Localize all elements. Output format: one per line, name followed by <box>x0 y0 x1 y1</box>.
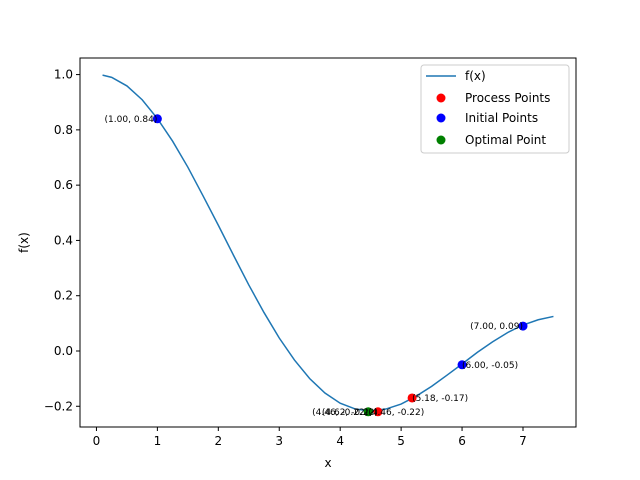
point-process-points-1 <box>407 393 417 403</box>
points-layer <box>152 114 528 417</box>
point-annotation: (7.00, 0.09) <box>470 322 523 332</box>
curve-layer <box>102 74 554 412</box>
x-tick-label: 0 <box>93 434 101 448</box>
x-tick-label: 2 <box>214 434 222 448</box>
x-axis: 0 1 2 3 4 5 6 7 <box>93 427 527 448</box>
legend-swatch-process <box>436 93 446 103</box>
x-axis-label: x <box>324 456 331 470</box>
x-tick-label: 1 <box>154 434 162 448</box>
legend: f(x) Process Points Initial Points Optim… <box>420 64 570 154</box>
point-annotation: (4.46, -0.22) <box>312 408 368 418</box>
series-line-fx <box>102 74 554 412</box>
legend-label-initial: Initial Points <box>465 111 538 125</box>
point-annotation: (4.62, -0.22) <box>322 408 378 418</box>
point-annotation: (6.00, -0.05) <box>462 361 518 371</box>
legend-swatch-optimal <box>436 135 446 145</box>
x-tick-label: 5 <box>397 434 405 448</box>
point-process-points-0 <box>373 407 383 417</box>
y-axis: −0.2 0.0 0.2 0.4 0.6 0.8 1.0 <box>44 68 80 413</box>
point-annotation: (1.00, 0.84) <box>105 115 158 125</box>
point-initial-points-2 <box>518 321 528 331</box>
y-tick-label: 1.0 <box>54 68 73 82</box>
legend-label-optimal: Optimal Point <box>465 133 546 147</box>
point-annotation: (4.46, -0.22) <box>368 408 424 418</box>
y-tick-label: 0.8 <box>54 123 73 137</box>
legend-label-process: Process Points <box>465 91 550 105</box>
x-tick-label: 6 <box>458 434 466 448</box>
annotation-layer: (1.00, 0.84) (6.00, -0.05) (7.00, 0.09) (5.… <box>105 115 523 418</box>
legend-label-fx: f(x) <box>465 69 486 83</box>
legend-swatch-initial <box>436 113 446 123</box>
y-tick-label: 0.0 <box>54 344 73 358</box>
point-initial-points-0 <box>152 114 162 124</box>
x-tick-label: 3 <box>275 434 283 448</box>
point-initial-points-1 <box>457 360 467 370</box>
y-tick-label: 0.6 <box>54 178 73 192</box>
x-tick-label: 4 <box>336 434 344 448</box>
y-axis-label: f(x) <box>17 232 31 253</box>
point-annotation: (5.18, -0.17) <box>412 394 468 404</box>
legend-box <box>420 64 570 154</box>
point-optimal-point-0 <box>363 407 373 417</box>
y-tick-label: 0.4 <box>54 233 73 247</box>
x-tick-label: 7 <box>519 434 527 448</box>
y-tick-label: −0.2 <box>44 399 73 413</box>
y-tick-label: 0.2 <box>54 289 73 303</box>
plot-frame <box>79 57 577 428</box>
